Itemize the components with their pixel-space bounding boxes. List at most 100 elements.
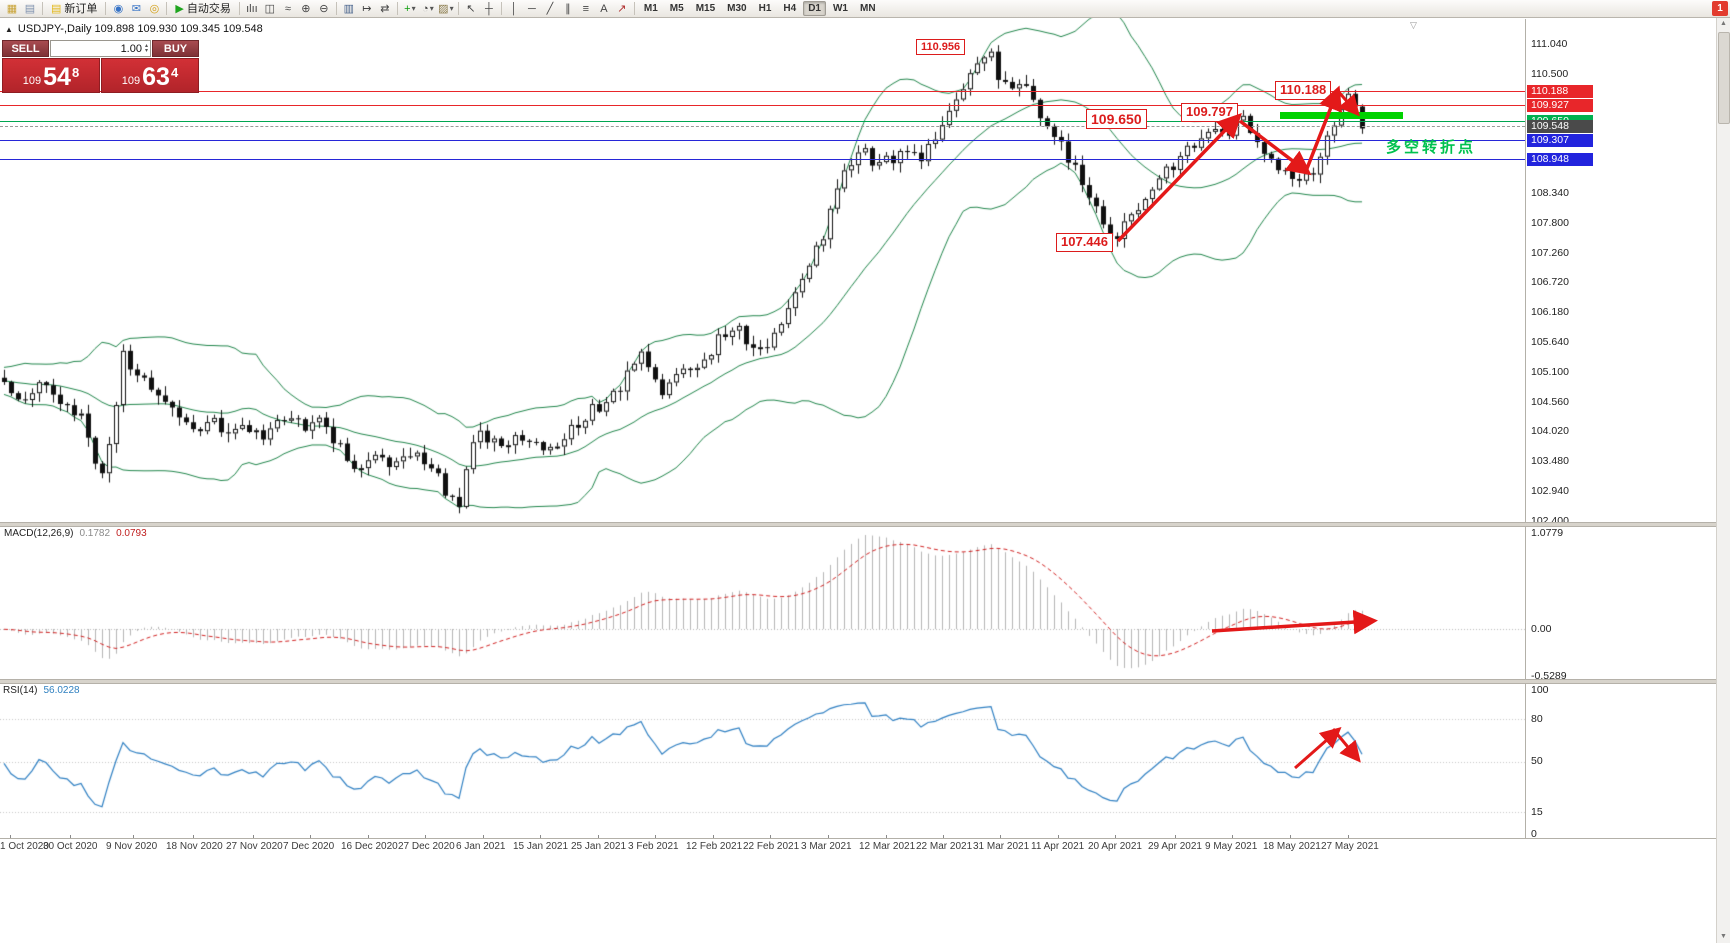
- templates-glyph-icon: ▨: [438, 2, 449, 15]
- chart-shift-marker-icon[interactable]: ▽: [1410, 20, 1417, 30]
- arrow-objects-icon[interactable]: ↗: [613, 1, 631, 17]
- buy-button[interactable]: BUY: [152, 40, 199, 57]
- timeframe-m30[interactable]: M30: [727, 3, 747, 14]
- toolbar-separator: [42, 2, 43, 15]
- scrollbar-thumb[interactable]: [1717, 32, 1730, 124]
- chart-profiles-icon[interactable]: ▤: [21, 1, 39, 17]
- bar-chart-type-glyph-icon: ılıı: [246, 2, 258, 15]
- market-glyph-icon: ◎: [149, 2, 160, 15]
- timeframe-mn[interactable]: MN: [859, 3, 876, 14]
- toolbar-separator: [500, 2, 502, 15]
- volume-value: 1.00: [120, 42, 142, 55]
- toolbar-separator: [105, 2, 107, 15]
- timeframe-h1[interactable]: H1: [758, 3, 772, 14]
- horizontal-line-icon[interactable]: ─: [523, 1, 541, 17]
- rsi-value: 56.0228: [43, 685, 80, 696]
- crosshair-icon[interactable]: ┼: [480, 1, 498, 17]
- toolbar-separator: [166, 2, 168, 15]
- panel-divider-rsi[interactable]: [0, 679, 1716, 684]
- scrollbar-down-icon[interactable]: ▼: [1720, 933, 1727, 940]
- periods-glyph-icon: ◔: [422, 2, 429, 15]
- volume-input[interactable]: 1.00 ▴ ▾: [50, 40, 151, 57]
- cursor-icon[interactable]: ↖: [462, 1, 480, 17]
- price-axis-separator: [1525, 19, 1526, 838]
- mailbox-glyph-icon: ✉: [131, 2, 142, 15]
- community-glyph-icon: ◉: [113, 2, 124, 15]
- autotrade-button-label: 自动交易: [186, 2, 231, 15]
- new-chart-icon[interactable]: ▦: [3, 1, 21, 17]
- tile-windows-icon[interactable]: ▥: [340, 1, 358, 17]
- bid-pip-digit: 8: [71, 65, 80, 80]
- channel-glyph-icon: ∥: [565, 2, 571, 15]
- rsi-indicator-label: RSI(14) 56.0228: [3, 685, 80, 696]
- turning-point-note[interactable]: 多空转折点: [1386, 139, 1477, 156]
- scrollbar-up-icon[interactable]: ▲: [1720, 20, 1727, 27]
- spinner-up-icon[interactable]: ▴: [144, 42, 148, 49]
- chart-shift-icon[interactable]: ⇄: [376, 1, 394, 17]
- buy-price-box[interactable]: 109 63 4: [101, 58, 199, 93]
- rsi-name: RSI(14): [3, 685, 38, 696]
- chart-shift-glyph-icon: ⇄: [380, 2, 390, 15]
- toolbar-separator: [396, 2, 398, 15]
- timeframe-d1[interactable]: D1: [803, 1, 826, 16]
- line-chart-type-glyph-icon: ≈: [284, 2, 291, 15]
- horizontal-line-glyph-icon: ─: [527, 2, 536, 15]
- market-icon[interactable]: ◎: [145, 1, 163, 17]
- new-order-button-label: 新订单: [64, 2, 98, 15]
- chart-profiles-glyph-icon: ▤: [24, 2, 36, 15]
- timeframe-m1[interactable]: M1: [643, 3, 658, 14]
- timeframe-w1[interactable]: W1: [832, 3, 848, 14]
- symbol-ohlc-text: USDJPY-,Daily 109.898 109.930 109.345 10…: [17, 23, 263, 35]
- zoom-out-icon[interactable]: ⊖: [315, 1, 333, 17]
- fibonacci-icon[interactable]: ≡: [577, 1, 595, 17]
- volume-spinner[interactable]: ▴ ▾: [144, 42, 148, 54]
- macd-indicator-label: MACD(12,26,9) 0.1782 0.0793: [4, 528, 147, 539]
- trendline-icon[interactable]: ╱: [541, 1, 559, 17]
- autoscroll-glyph-icon: ↦: [362, 2, 372, 15]
- macd-main-value: 0.1782: [79, 528, 111, 539]
- panel-divider-macd[interactable]: [0, 522, 1716, 527]
- dropdown-arrow-icon: ▾: [449, 3, 454, 13]
- zoom-out-glyph-icon: ⊖: [319, 2, 329, 15]
- arrow-objects-glyph-icon: ↗: [617, 2, 627, 15]
- new-order-button[interactable]: ▤ 新订单: [46, 1, 102, 17]
- vertical-line-icon[interactable]: │: [505, 1, 523, 17]
- sell-button[interactable]: SELL: [2, 40, 49, 57]
- templates-button[interactable]: ▨ ▾: [437, 1, 455, 17]
- symbol-arrow-icon: ▲: [5, 24, 13, 34]
- notification-badge[interactable]: 1: [1712, 1, 1728, 16]
- dropdown-arrow-icon: ▾: [411, 3, 416, 13]
- cursor-glyph-icon: ↖: [466, 2, 476, 15]
- autoscroll-icon[interactable]: ↦: [358, 1, 376, 17]
- candlestick-type-glyph-icon: ◫: [264, 2, 276, 15]
- mailbox-icon[interactable]: ✉: [127, 1, 145, 17]
- ask-pip-digit: 4: [170, 65, 179, 80]
- community-icon[interactable]: ◉: [109, 1, 127, 17]
- bid-big-digits: 54: [43, 63, 71, 91]
- channel-icon[interactable]: ∥: [559, 1, 577, 17]
- candlestick-type-icon[interactable]: ◫: [261, 1, 279, 17]
- new-chart-glyph-icon: ▦: [6, 2, 18, 15]
- indicators-button[interactable]: + ▾: [401, 1, 419, 17]
- zoom-in-glyph-icon: ⊕: [301, 2, 311, 15]
- line-chart-type-icon[interactable]: ≈: [279, 1, 297, 17]
- autotrade-button[interactable]: ▶ 自动交易: [170, 1, 235, 17]
- autotrade-glyph-icon: ▶: [175, 2, 184, 15]
- dropdown-arrow-icon: ▾: [429, 3, 434, 13]
- trendline-glyph-icon: ╱: [546, 2, 554, 15]
- timeframe-m15[interactable]: M15: [695, 3, 716, 14]
- spinner-down-icon[interactable]: ▾: [144, 47, 148, 54]
- zoom-in-icon[interactable]: ⊕: [297, 1, 315, 17]
- timeframe-m5[interactable]: M5: [669, 3, 684, 14]
- periods-button[interactable]: ◔ ▾: [419, 1, 437, 17]
- bid-prefix: 109: [22, 75, 42, 87]
- timeframe-h4[interactable]: H4: [783, 3, 797, 14]
- text-label-glyph-icon: A: [600, 2, 608, 15]
- text-label-icon[interactable]: A: [595, 1, 613, 17]
- vertical-scrollbar[interactable]: ▲ ▼: [1716, 18, 1730, 943]
- one-click-trade-panel: SELL 1.00 ▴ ▾ BUY 109 54 8 109 63 4: [2, 40, 199, 93]
- bar-chart-type-icon[interactable]: ılıı: [243, 1, 261, 17]
- sell-price-box[interactable]: 109 54 8: [2, 58, 100, 93]
